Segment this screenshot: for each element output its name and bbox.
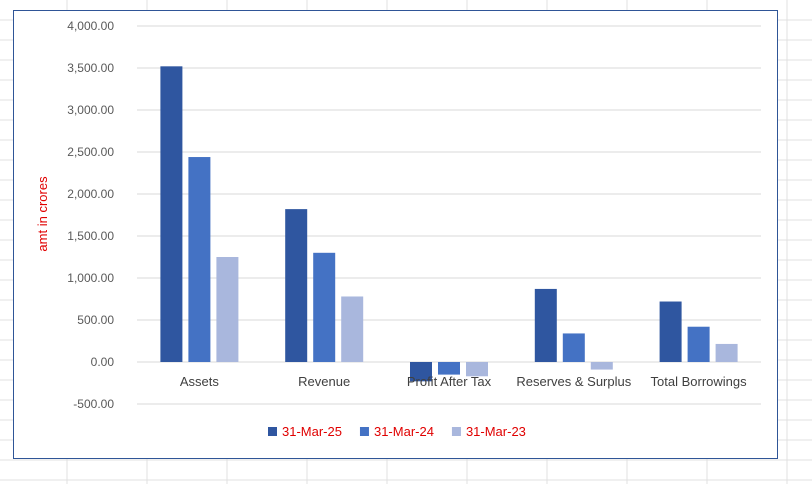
bar bbox=[590, 362, 613, 370]
bar bbox=[285, 209, 308, 362]
y-tick-label: 0.00 bbox=[91, 355, 115, 369]
bar bbox=[438, 362, 460, 375]
y-tick-label: 3,500.00 bbox=[67, 61, 114, 75]
x-tick-label: Revenue bbox=[298, 374, 350, 389]
y-tick-label: 3,000.00 bbox=[67, 103, 114, 117]
y-tick-label: 2,500.00 bbox=[67, 145, 114, 159]
legend-label: 31-Mar-23 bbox=[466, 424, 526, 439]
bars bbox=[160, 66, 738, 382]
legend-swatch bbox=[359, 427, 369, 436]
bar bbox=[659, 301, 682, 362]
bar bbox=[562, 333, 585, 362]
x-tick-label: Total Borrowings bbox=[651, 374, 748, 389]
y-tick-label: 1,500.00 bbox=[67, 229, 114, 243]
legend-swatch bbox=[451, 427, 461, 436]
x-tick-label: Assets bbox=[180, 374, 220, 389]
gridlines bbox=[137, 25, 761, 405]
legend-label: 31-Mar-25 bbox=[282, 424, 342, 439]
bar bbox=[188, 157, 211, 362]
x-axis-labels: Assets Revenue Profit After Tax Reserves & … bbox=[180, 374, 747, 389]
y-tick-label: 1,000.00 bbox=[67, 271, 114, 285]
bar bbox=[160, 66, 183, 362]
y-axis-label: amt in crores bbox=[35, 176, 50, 252]
bar bbox=[466, 362, 488, 377]
legend-swatch bbox=[268, 427, 277, 436]
bar bbox=[715, 343, 738, 362]
legend[interactable]: 31-Mar-25 31-Mar-24 31-Mar-23 bbox=[268, 424, 526, 439]
y-tick-label: 4,000.00 bbox=[67, 19, 114, 33]
x-tick-label: Reserves & Surplus bbox=[516, 374, 631, 389]
bar bbox=[313, 252, 336, 362]
x-tick-label: Profit After Tax bbox=[407, 374, 492, 389]
legend-label: 31-Mar-24 bbox=[374, 424, 434, 439]
y-tick-label: 2,000.00 bbox=[67, 187, 114, 201]
bar bbox=[341, 296, 364, 362]
y-tick-label: -500.00 bbox=[73, 397, 114, 411]
bar bbox=[534, 288, 557, 362]
bar-chart: 4,000.00 3,500.00 3,000.00 2,500.00 2,000.00… bbox=[35, 19, 761, 439]
y-tick-label: 500.00 bbox=[77, 313, 114, 327]
bar bbox=[216, 257, 239, 362]
y-axis-ticks: 4,000.00 3,500.00 3,000.00 2,500.00 2,000.00… bbox=[67, 19, 114, 411]
bar bbox=[410, 362, 432, 382]
bar bbox=[687, 326, 710, 362]
chart-area[interactable]: 4,000.00 3,500.00 3,000.00 2,500.00 2,000.00… bbox=[13, 10, 778, 459]
